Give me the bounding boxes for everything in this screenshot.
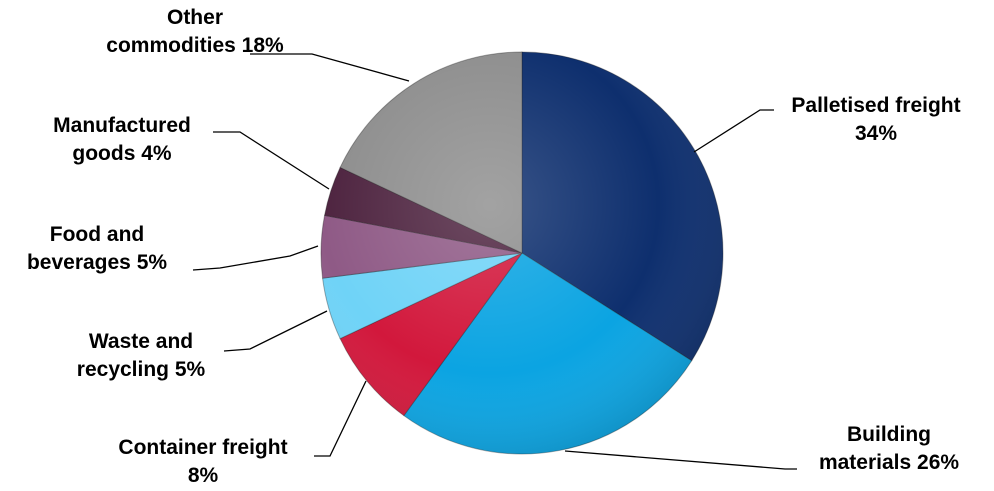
slice-label-building-materials: Building materials 26% bbox=[819, 423, 959, 474]
slice-label-food-and-beverages: Food and beverages 5% bbox=[27, 223, 167, 274]
leader-line-other-commodities bbox=[250, 53, 410, 82]
slice-labels: Palletised freight 34% Building materials 2… bbox=[27, 6, 961, 487]
leader-lines bbox=[192, 53, 797, 470]
slice-label-container-freight: Container freight 8% bbox=[118, 436, 287, 487]
leader-line-manufactured-goods bbox=[213, 131, 330, 190]
slice-label-waste-and-recycling: Waste and recycling 5% bbox=[77, 330, 206, 381]
leader-line-container-freight bbox=[314, 380, 367, 457]
pie-slices bbox=[320, 51, 724, 455]
slice-label-other-commodities: Other commodities 18% bbox=[106, 6, 284, 57]
slice-label-palletised-freight: Palletised freight 34% bbox=[791, 94, 960, 145]
leader-line-waste-and-recycling bbox=[223, 310, 328, 352]
leader-line-building-materials bbox=[564, 450, 797, 470]
leader-line-food-and-beverages bbox=[192, 245, 319, 271]
slice-label-manufactured-goods: Manufactured goods 4% bbox=[53, 114, 191, 165]
leader-line-palletised-freight bbox=[693, 109, 774, 153]
